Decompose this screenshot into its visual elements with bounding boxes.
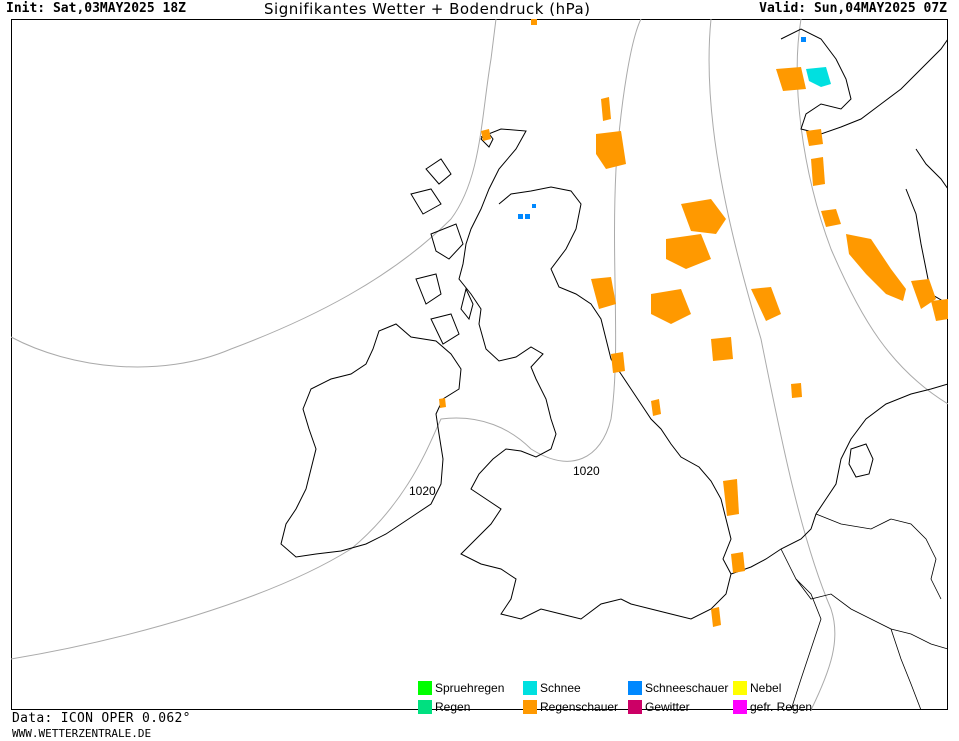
legend-swatch bbox=[418, 681, 432, 695]
norway-coast bbox=[780, 28, 948, 135]
shower-area bbox=[681, 199, 726, 234]
coastlines bbox=[280, 28, 948, 620]
legend-item: Gewitter bbox=[628, 698, 690, 716]
shower-area bbox=[666, 234, 711, 269]
legend-item: Spruehregen bbox=[418, 679, 504, 697]
legend-label: Spruehregen bbox=[435, 681, 505, 695]
snow-area bbox=[806, 67, 831, 87]
legend-label: Regen bbox=[435, 700, 471, 714]
shower-areas bbox=[439, 19, 948, 627]
scotland-west-islands bbox=[410, 158, 474, 345]
weather-map: 1020 1020 bbox=[11, 19, 948, 710]
shower-area bbox=[791, 383, 802, 398]
shower-area bbox=[806, 129, 823, 146]
legend-label: Schneeschauer bbox=[645, 681, 729, 695]
legend-label: gefr. Regen bbox=[750, 700, 813, 714]
legend-swatch bbox=[628, 700, 642, 714]
shower-area bbox=[846, 234, 906, 301]
website-label: WWW.WETTERZENTRALE.DE bbox=[12, 727, 152, 740]
legend-swatch bbox=[418, 700, 432, 714]
border-line bbox=[890, 628, 922, 710]
border-line bbox=[790, 578, 822, 710]
legend-label: Nebel bbox=[750, 681, 782, 695]
shower-area bbox=[711, 607, 721, 627]
shower-area bbox=[591, 277, 616, 309]
isobar-labels: 1020 1020 bbox=[409, 464, 600, 498]
isobar-line bbox=[11, 19, 642, 660]
shower-area bbox=[821, 209, 841, 227]
legend-item: gefr. Regen bbox=[733, 698, 812, 716]
shower-area bbox=[776, 67, 806, 91]
legend-swatch bbox=[733, 700, 747, 714]
shower-area bbox=[439, 398, 446, 408]
shower-area bbox=[601, 97, 611, 121]
legend-label: Schnee bbox=[540, 681, 581, 695]
ireland-coast bbox=[280, 323, 462, 558]
shower-area bbox=[651, 289, 691, 324]
snow-areas bbox=[806, 67, 831, 87]
legend-item: Schnee bbox=[523, 679, 581, 697]
shower-area bbox=[751, 287, 781, 321]
map-frame bbox=[11, 19, 948, 710]
valid-time: Valid: Sun,04MAY2025 07Z bbox=[759, 1, 947, 16]
legend-item: Regenschauer bbox=[523, 698, 618, 716]
shower-area bbox=[931, 299, 948, 321]
border-line bbox=[815, 513, 942, 600]
isobar-label: 1020 bbox=[573, 464, 600, 478]
legend-item: Regen bbox=[418, 698, 470, 716]
legend-label: Regenschauer bbox=[540, 700, 619, 714]
shower-area bbox=[481, 129, 491, 141]
shower-area bbox=[731, 552, 745, 573]
legend-swatch bbox=[523, 700, 537, 714]
legend-label: Gewitter bbox=[645, 700, 690, 714]
continent-coast bbox=[730, 383, 948, 575]
border-line bbox=[780, 548, 948, 650]
data-source-label: Data: ICON OPER 0.062° bbox=[12, 711, 191, 726]
isobar-line bbox=[11, 19, 497, 368]
shower-area bbox=[531, 19, 537, 25]
legend-swatch bbox=[733, 681, 747, 695]
shower-area bbox=[811, 157, 825, 186]
shower-area bbox=[911, 279, 936, 309]
map-title: Signifikantes Wetter + Bodendruck (hPa) bbox=[264, 0, 591, 18]
isobar-line bbox=[708, 19, 836, 710]
legend-item: Schneeschauer bbox=[628, 679, 728, 697]
legend-swatch bbox=[628, 681, 642, 695]
init-time: Init: Sat,03MAY2025 18Z bbox=[6, 1, 187, 16]
shower-area bbox=[651, 399, 661, 416]
snow-shower-area bbox=[518, 204, 536, 219]
borders bbox=[780, 513, 948, 710]
ijsselmeer-coast bbox=[848, 443, 874, 478]
shower-area bbox=[711, 337, 733, 361]
shower-area bbox=[611, 352, 625, 373]
isobar-label: 1020 bbox=[409, 484, 436, 498]
snow-shower-areas bbox=[518, 37, 806, 219]
legend-swatch bbox=[523, 681, 537, 695]
great-britain-coast bbox=[458, 128, 732, 620]
legend: Spruehregen Regen Schnee Regenschauer Sc… bbox=[418, 679, 838, 719]
snow-shower-area bbox=[801, 37, 806, 42]
legend-item: Nebel bbox=[733, 679, 781, 697]
shower-area bbox=[596, 131, 626, 169]
shower-area bbox=[723, 479, 739, 516]
